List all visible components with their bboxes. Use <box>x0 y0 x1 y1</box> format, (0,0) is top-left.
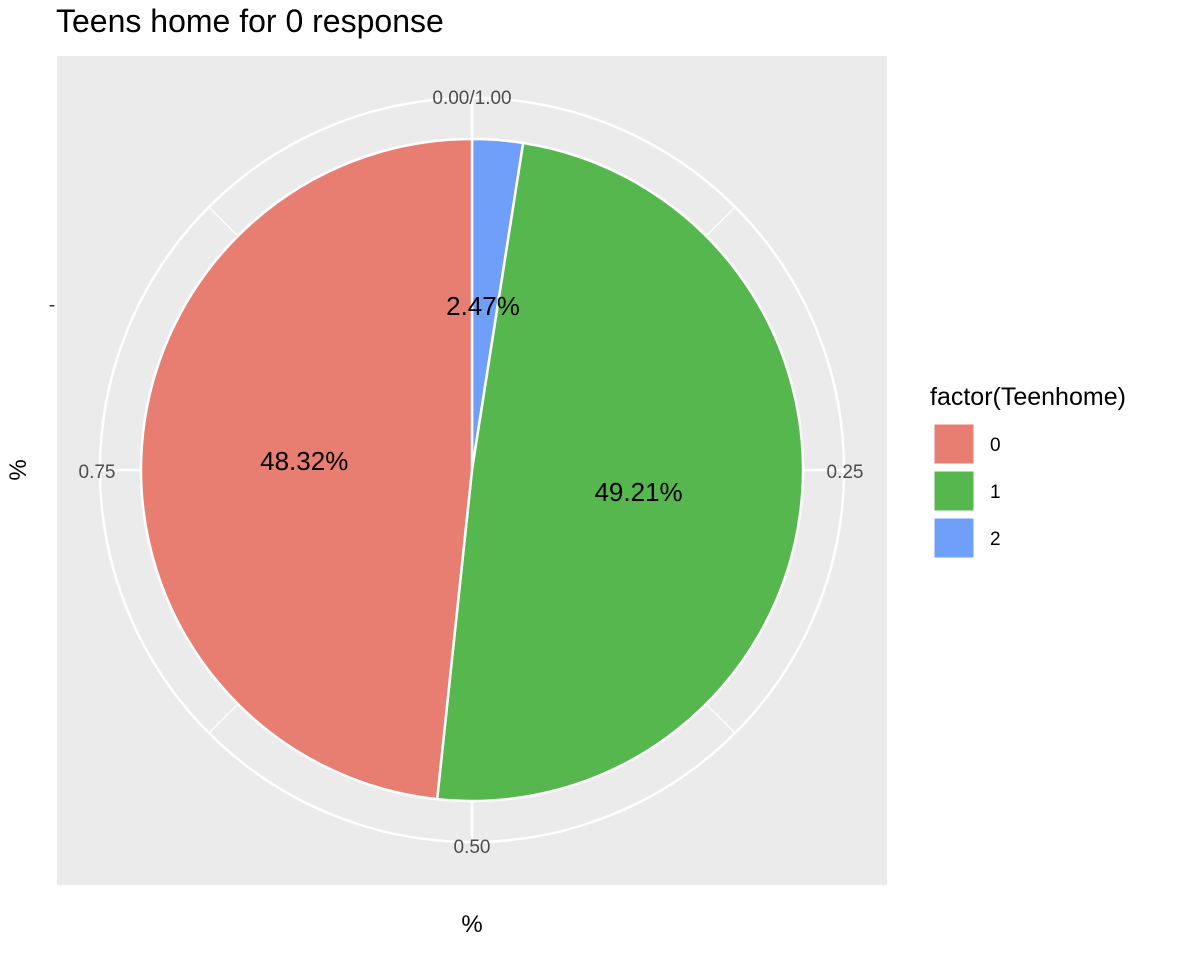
theta-tick-label: 0.00/1.00 <box>432 88 511 109</box>
pie-slices <box>139 137 805 803</box>
slice-labels: 2.47% 49.21% 48.32% <box>260 291 683 507</box>
theta-tick-label: 0.75 <box>79 462 116 483</box>
slice-label-2: 2.47% <box>446 291 520 321</box>
legend: factor(Teenhome) 0 1 2 <box>930 383 1126 559</box>
theta-tick-label: 0.25 <box>827 462 864 483</box>
theta-ticks: 0.00/1.00 0.25 0.50 0.75 <box>79 88 864 858</box>
theta-tick-label: 0.50 <box>454 837 491 858</box>
legend-key-1 <box>933 470 975 512</box>
pie-slice-0 <box>139 137 474 801</box>
y-axis-tick: - <box>49 295 55 316</box>
pie-slice-1 <box>435 141 805 803</box>
slice-label-0: 48.32% <box>260 446 348 476</box>
legend-key-0 <box>933 423 975 465</box>
legend-items: 0 1 2 <box>933 423 1001 559</box>
x-axis-title: % <box>461 911 482 938</box>
slice-label-1: 49.21% <box>594 477 682 507</box>
legend-key-2 <box>933 517 975 559</box>
legend-title: factor(Teenhome) <box>930 383 1126 411</box>
legend-label-0: 0 <box>990 435 1001 456</box>
chart-title: Teens home for 0 response <box>56 3 444 39</box>
legend-label-1: 1 <box>990 482 1001 503</box>
legend-label-2: 2 <box>990 529 1001 550</box>
y-axis-title: % <box>5 459 32 480</box>
